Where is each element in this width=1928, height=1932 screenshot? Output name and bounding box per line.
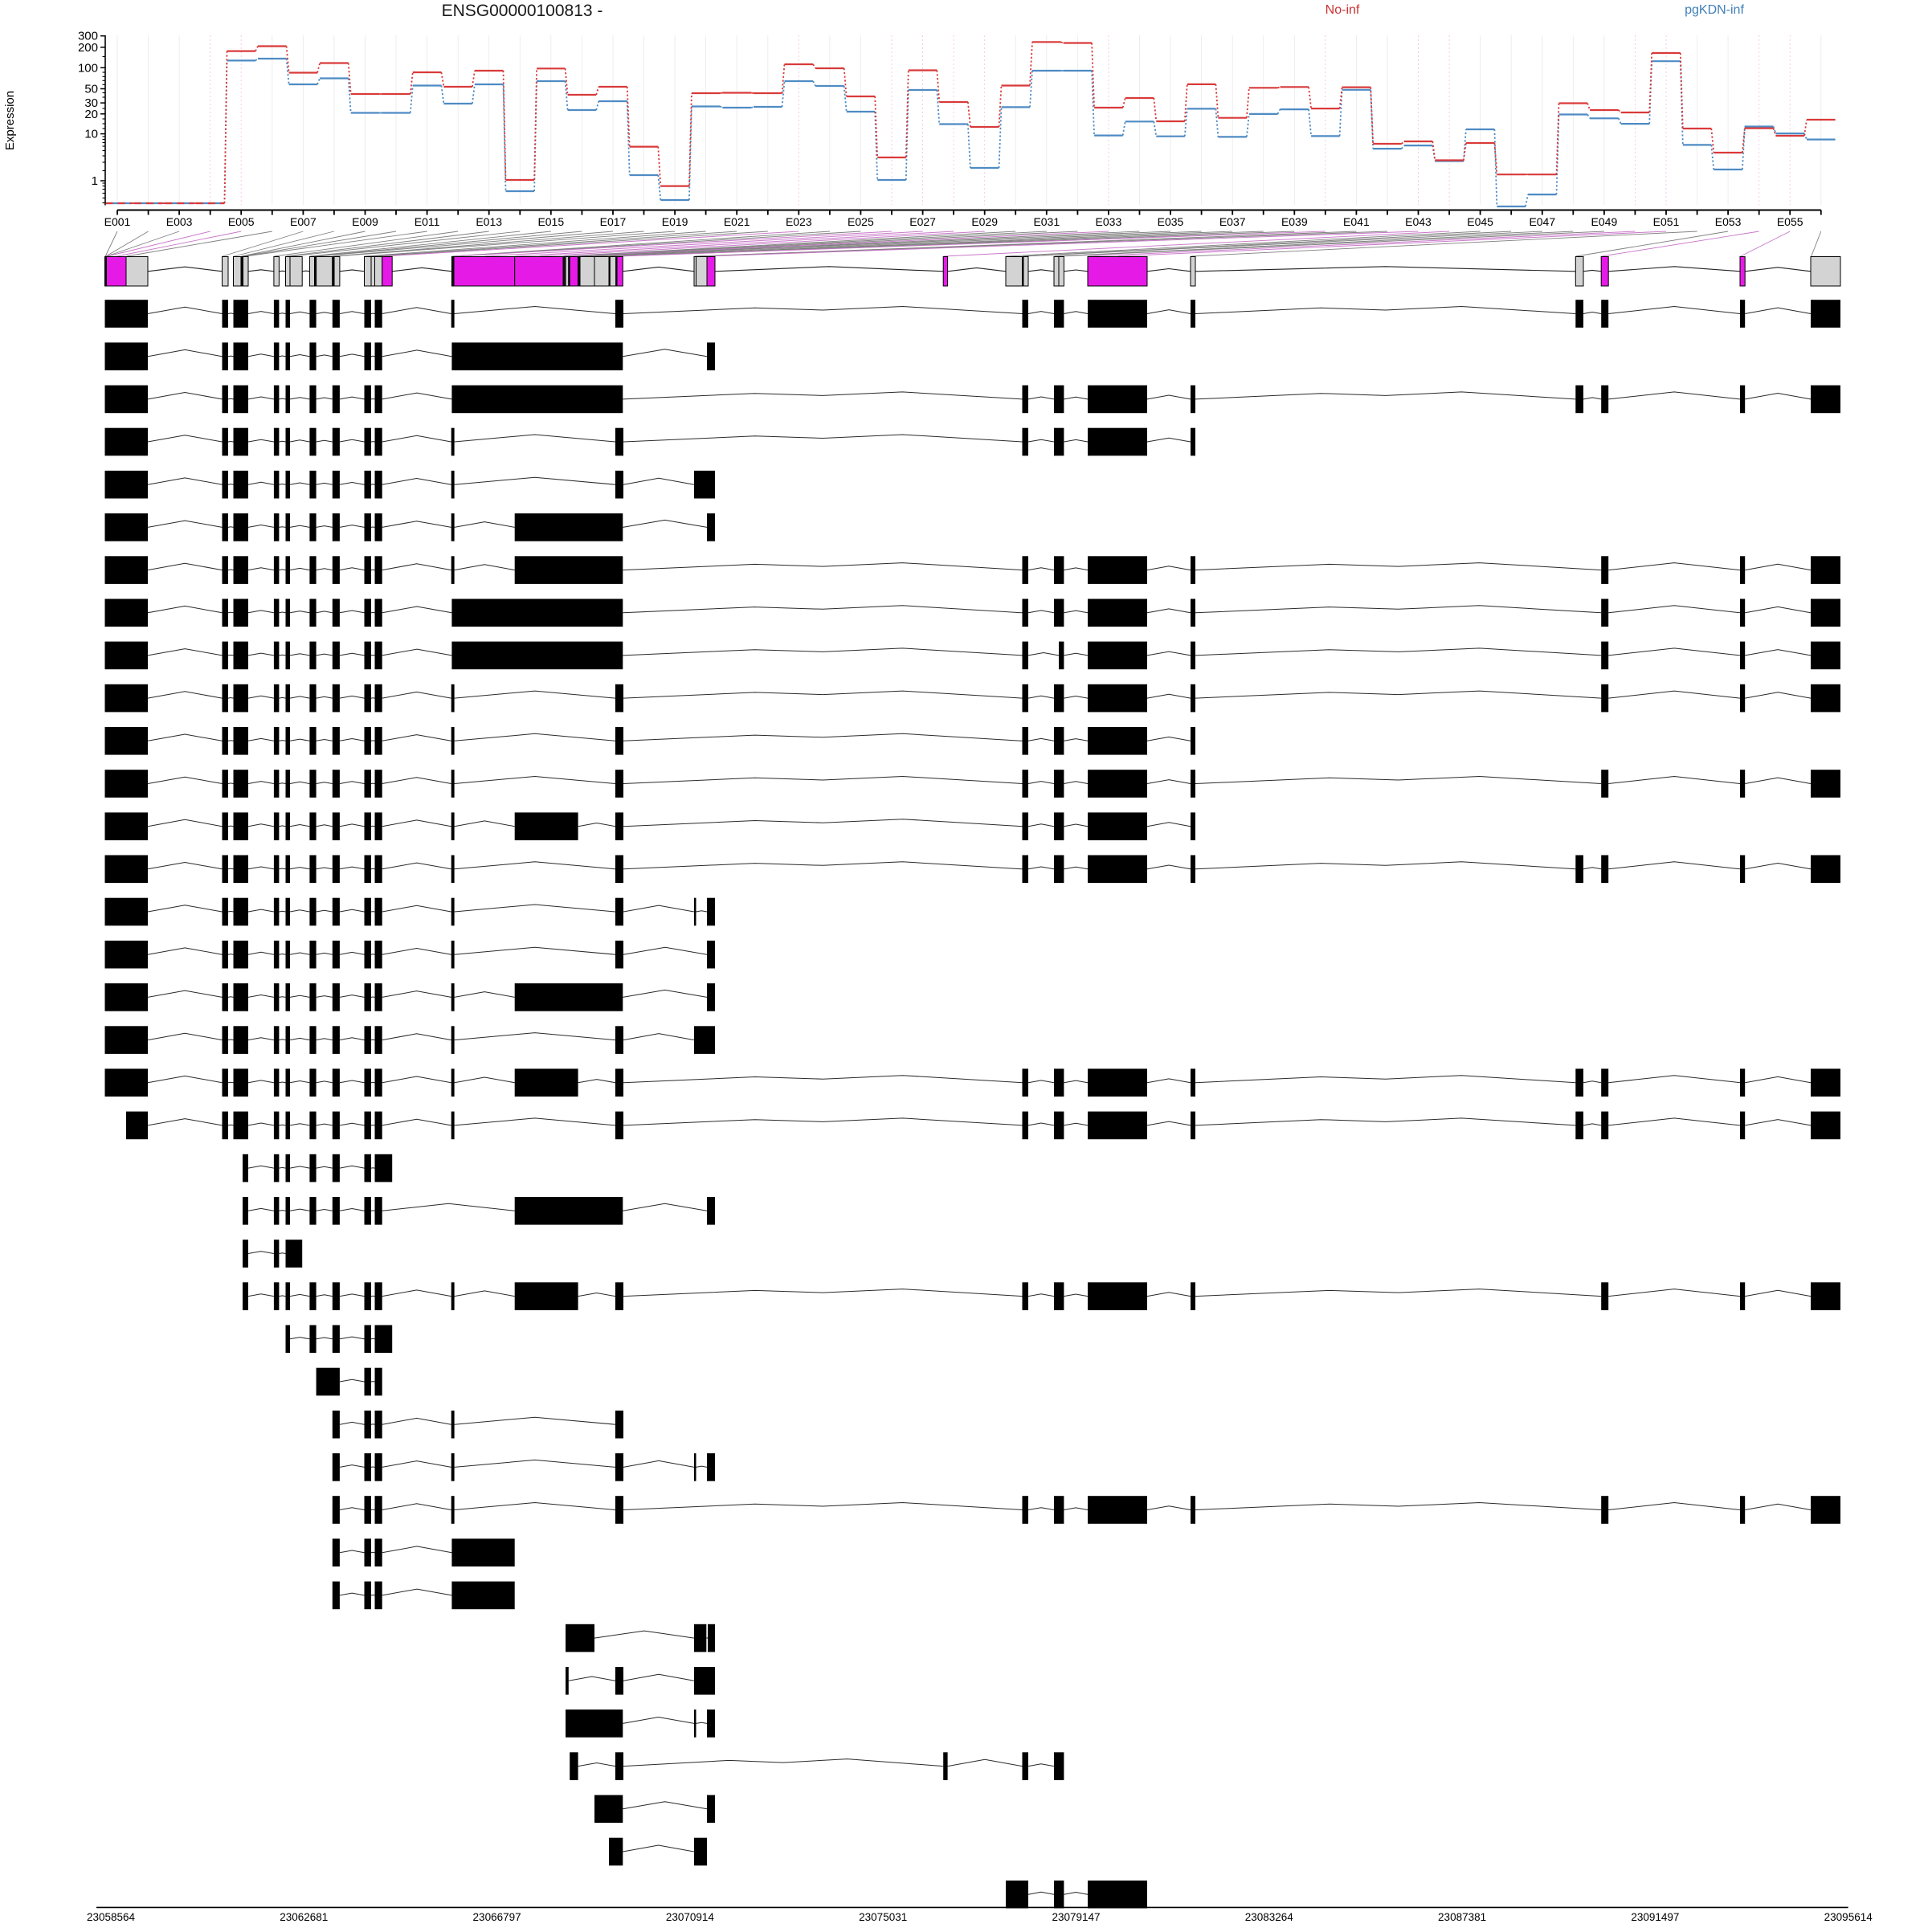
- svg-text:E053: E053: [1715, 215, 1742, 228]
- svg-text:E045: E045: [1467, 215, 1493, 228]
- svg-text:E027: E027: [909, 215, 936, 228]
- svg-text:23062681: 23062681: [280, 1911, 328, 1923]
- svg-text:Expression: Expression: [3, 91, 17, 150]
- svg-text:E039: E039: [1281, 215, 1308, 228]
- svg-text:E047: E047: [1529, 215, 1555, 228]
- svg-text:E015: E015: [537, 215, 564, 228]
- svg-text:E013: E013: [476, 215, 502, 228]
- svg-text:E029: E029: [971, 215, 998, 228]
- svg-text:E001: E001: [104, 215, 131, 228]
- svg-text:E051: E051: [1653, 215, 1680, 228]
- svg-text:E043: E043: [1405, 215, 1432, 228]
- svg-text:E033: E033: [1096, 215, 1122, 228]
- svg-text:23083264: 23083264: [1245, 1911, 1294, 1923]
- svg-text:E025: E025: [848, 215, 874, 228]
- svg-text:23066797: 23066797: [473, 1911, 521, 1923]
- svg-text:E023: E023: [786, 215, 812, 228]
- svg-text:300: 300: [78, 30, 98, 43]
- svg-text:E005: E005: [228, 215, 255, 228]
- svg-text:1: 1: [92, 174, 98, 188]
- svg-text:10: 10: [84, 128, 98, 141]
- svg-text:30: 30: [84, 96, 98, 110]
- svg-text:23079147: 23079147: [1052, 1911, 1100, 1923]
- svg-text:E041: E041: [1343, 215, 1370, 228]
- svg-text:E009: E009: [352, 215, 378, 228]
- svg-text:E011: E011: [415, 215, 440, 228]
- svg-text:E007: E007: [290, 215, 317, 228]
- svg-text:No-inf: No-inf: [1326, 3, 1360, 17]
- svg-text:23070914: 23070914: [666, 1911, 715, 1923]
- svg-text:50: 50: [84, 83, 98, 96]
- svg-text:23058564: 23058564: [87, 1911, 136, 1923]
- svg-text:23091497: 23091497: [1631, 1911, 1679, 1923]
- svg-text:23087381: 23087381: [1438, 1911, 1486, 1923]
- svg-text:E017: E017: [600, 215, 627, 228]
- svg-text:E031: E031: [1033, 215, 1060, 228]
- svg-text:E049: E049: [1591, 215, 1618, 228]
- svg-text:20: 20: [84, 108, 98, 121]
- svg-text:E003: E003: [166, 215, 193, 228]
- svg-text:23075031: 23075031: [859, 1911, 907, 1923]
- svg-text:pgKDN-inf: pgKDN-inf: [1685, 3, 1744, 17]
- svg-text:E019: E019: [662, 215, 688, 228]
- svg-text:ENSG00000100813 -: ENSG00000100813 -: [442, 2, 603, 20]
- svg-text:E055: E055: [1777, 215, 1803, 228]
- svg-text:E021: E021: [724, 215, 750, 228]
- svg-text:E037: E037: [1219, 215, 1246, 228]
- svg-text:200: 200: [78, 41, 98, 55]
- svg-text:100: 100: [78, 61, 98, 75]
- svg-text:23095614: 23095614: [1824, 1911, 1873, 1923]
- svg-text:E035: E035: [1158, 215, 1184, 228]
